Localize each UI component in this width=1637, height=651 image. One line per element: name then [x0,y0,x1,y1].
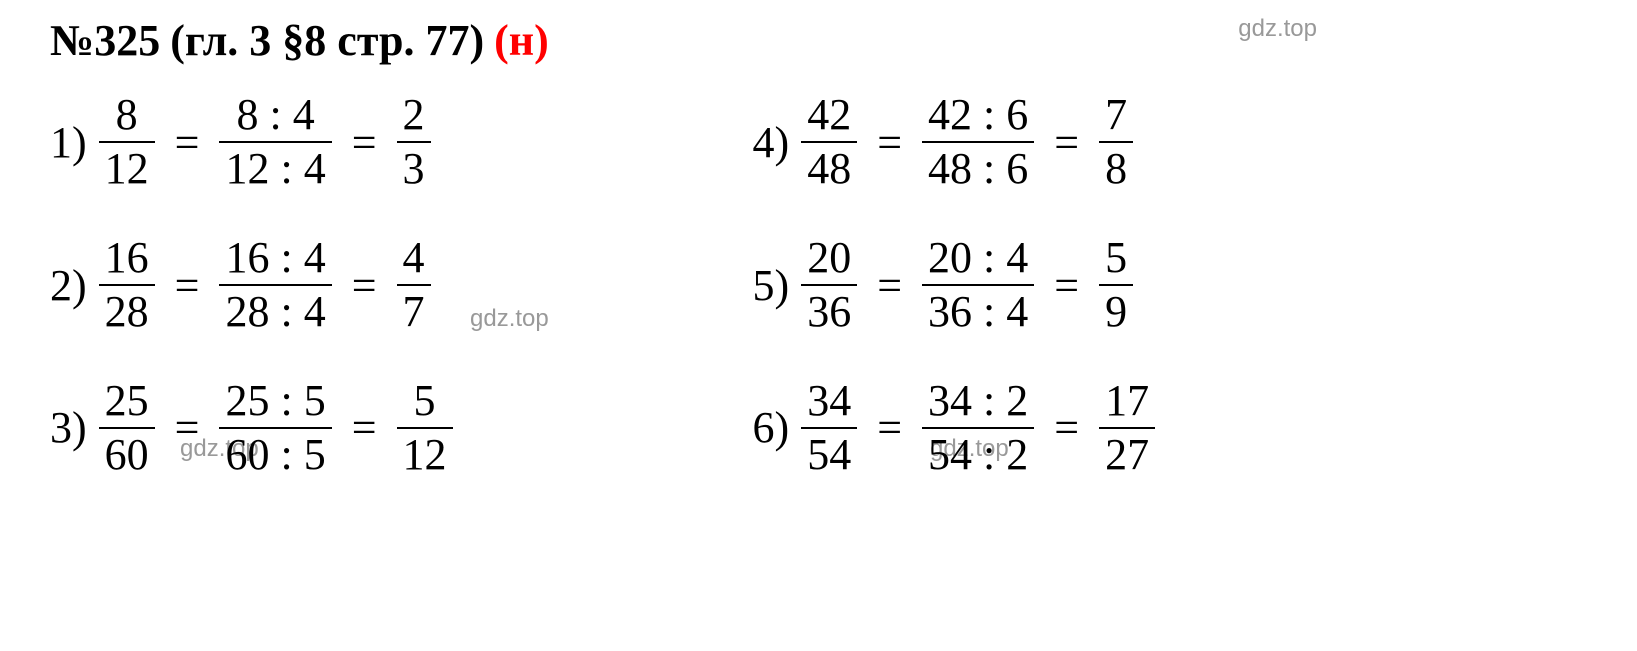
fraction: 42 48 [801,91,857,194]
numerator: 42 [801,91,857,141]
numerator: 16 [99,234,155,284]
denominator: 8 [1099,141,1133,193]
equals-sign: = [1046,117,1087,168]
denominator: 48 [801,141,857,193]
denominator: 9 [1099,284,1133,336]
problem-index: 5) [753,260,790,311]
problem-row: 4) 42 48 = 42 : 6 48 : 6 = 7 8 [753,91,1156,194]
numerator: 34 : 2 [922,377,1034,427]
fraction: 5 12 [397,377,453,480]
denominator: 36 [801,284,857,336]
denominator: 48 : 6 [922,141,1034,193]
numerator: 20 : 4 [922,234,1034,284]
problem-header: №325 (гл. 3 §8 стр. 77) (н) [50,15,1587,66]
right-column: 4) 42 48 = 42 : 6 48 : 6 = 7 8 5) 20 36 … [753,91,1156,479]
numerator: 16 : 4 [219,234,331,284]
fraction: 20 : 4 36 : 4 [922,234,1034,337]
numerator: 8 : 4 [230,91,320,141]
problem-number: №325 [50,15,160,66]
numerator: 2 [397,91,431,141]
fraction: 7 8 [1099,91,1133,194]
fraction: 25 : 5 60 : 5 [219,377,331,480]
numerator: 25 [99,377,155,427]
left-column: 1) 8 12 = 8 : 4 12 : 4 = 2 3 2) 16 28 = [50,91,453,479]
numerator: 34 [801,377,857,427]
denominator: 27 [1099,427,1155,479]
problem-index: 6) [753,402,790,453]
numerator: 17 [1099,377,1155,427]
problem-index: 1) [50,117,87,168]
problem-location: (гл. 3 §8 стр. 77) [170,15,484,66]
denominator: 12 [99,141,155,193]
fraction: 16 : 4 28 : 4 [219,234,331,337]
problem-row: 1) 8 12 = 8 : 4 12 : 4 = 2 3 [50,91,453,194]
problems-content: 1) 8 12 = 8 : 4 12 : 4 = 2 3 2) 16 28 = [50,91,1587,479]
fraction: 8 12 [99,91,155,194]
equals-sign: = [344,117,385,168]
problem-index: 4) [753,117,790,168]
numerator: 5 [408,377,442,427]
denominator: 12 [397,427,453,479]
problem-index: 2) [50,260,87,311]
equals-sign: = [167,402,208,453]
fraction: 16 28 [99,234,155,337]
fraction: 34 : 2 54 : 2 [922,377,1034,480]
denominator: 12 : 4 [219,141,331,193]
denominator: 7 [397,284,431,336]
numerator: 5 [1099,234,1133,284]
problem-row: 3) 25 60 = 25 : 5 60 : 5 = 5 12 [50,377,453,480]
equals-sign: = [869,117,910,168]
equals-sign: = [167,117,208,168]
equals-sign: = [167,260,208,311]
problem-marker: (н) [494,15,549,66]
fraction: 42 : 6 48 : 6 [922,91,1034,194]
denominator: 36 : 4 [922,284,1034,336]
problem-row: 2) 16 28 = 16 : 4 28 : 4 = 4 7 [50,234,453,337]
fraction: 8 : 4 12 : 4 [219,91,331,194]
denominator: 28 [99,284,155,336]
equals-sign: = [344,402,385,453]
denominator: 54 [801,427,857,479]
numerator: 20 [801,234,857,284]
numerator: 7 [1099,91,1133,141]
fraction: 25 60 [99,377,155,480]
numerator: 8 [110,91,144,141]
numerator: 4 [397,234,431,284]
numerator: 42 : 6 [922,91,1034,141]
numerator: 25 : 5 [219,377,331,427]
fraction: 2 3 [397,91,431,194]
equals-sign: = [1046,402,1087,453]
problem-row: 5) 20 36 = 20 : 4 36 : 4 = 5 9 [753,234,1156,337]
equals-sign: = [869,402,910,453]
problem-index: 3) [50,402,87,453]
denominator: 60 [99,427,155,479]
fraction: 5 9 [1099,234,1133,337]
denominator: 28 : 4 [219,284,331,336]
denominator: 54 : 2 [922,427,1034,479]
denominator: 60 : 5 [219,427,331,479]
fraction: 4 7 [397,234,431,337]
problem-row: 6) 34 54 = 34 : 2 54 : 2 = 17 27 [753,377,1156,480]
fraction: 20 36 [801,234,857,337]
equals-sign: = [869,260,910,311]
denominator: 3 [397,141,431,193]
fraction: 17 27 [1099,377,1155,480]
equals-sign: = [1046,260,1087,311]
fraction: 34 54 [801,377,857,480]
equals-sign: = [344,260,385,311]
